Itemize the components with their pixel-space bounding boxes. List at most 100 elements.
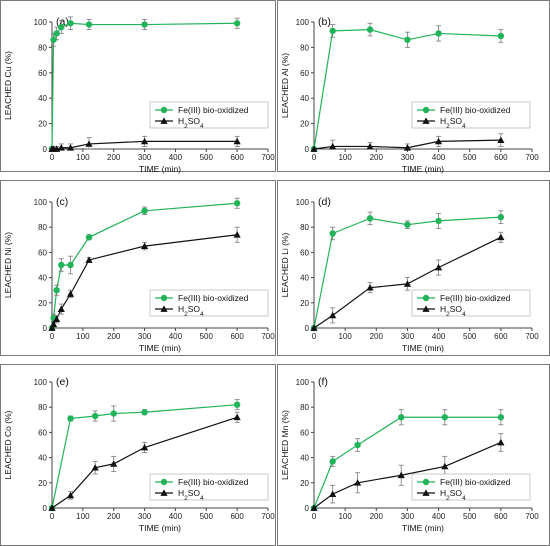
data-point xyxy=(53,30,60,37)
data-point xyxy=(140,443,149,451)
data-point xyxy=(110,410,117,417)
y-tick-label: 20 xyxy=(300,299,309,308)
x-tick-label: 0 xyxy=(50,153,55,162)
y-tick-label: 40 xyxy=(38,454,47,463)
y-tick-label: 100 xyxy=(34,18,48,27)
data-point xyxy=(435,217,442,225)
x-tick-label: 0 xyxy=(50,512,55,521)
y-tick-label: 40 xyxy=(300,454,309,463)
legend-entry-label: H2SO4 xyxy=(178,488,204,502)
x-tick-label: 500 xyxy=(200,153,214,162)
x-tick-label: 0 xyxy=(312,512,317,521)
legend-entry-label: Fe(III) bio-oxidized xyxy=(440,105,511,115)
legend-marker xyxy=(160,117,168,124)
data-point xyxy=(141,409,148,416)
data-point xyxy=(140,242,149,249)
x-tick-label: 200 xyxy=(107,512,121,521)
data-point xyxy=(233,20,241,27)
data-point xyxy=(50,36,57,43)
legend-entry-label: H2SO4 xyxy=(440,116,466,130)
y-tick-label: 100 xyxy=(34,378,48,387)
legend-marker xyxy=(160,106,168,114)
y-tick-label: 80 xyxy=(300,43,309,52)
legend-marker xyxy=(160,489,168,496)
y-axis-title: LEACHED Li (%) xyxy=(280,232,290,297)
series-fe-bio-oxidized xyxy=(48,16,241,153)
data-point xyxy=(329,458,336,465)
legend-entry-label: Fe(III) bio-oxidized xyxy=(178,105,249,115)
x-tick-label: 500 xyxy=(200,332,214,341)
y-tick-label: 60 xyxy=(38,428,47,437)
x-tick-label: 100 xyxy=(338,153,352,162)
data-point xyxy=(366,284,374,291)
legend-box xyxy=(411,101,531,129)
y-tick-label: 80 xyxy=(38,43,47,52)
legend-entry-label: H2SO4 xyxy=(440,488,466,502)
x-tick-label: 300 xyxy=(138,332,152,341)
data-point xyxy=(329,27,336,35)
series-h2so4 xyxy=(310,133,505,152)
data-point xyxy=(233,137,241,145)
data-point xyxy=(67,20,74,27)
x-tick-label: 600 xyxy=(494,153,508,162)
data-point xyxy=(67,415,74,422)
data-point xyxy=(310,145,318,152)
x-axis-title: TIME (min) xyxy=(139,164,181,174)
data-point xyxy=(497,213,505,221)
x-axis-title: TIME (min) xyxy=(402,523,444,533)
data-point xyxy=(310,504,318,511)
y-tick-label: 80 xyxy=(300,223,309,232)
data-point xyxy=(354,441,361,449)
x-tick-label: 600 xyxy=(230,153,244,162)
x-tick-label: 100 xyxy=(76,153,90,162)
series-line xyxy=(51,404,238,509)
data-point xyxy=(85,140,93,147)
x-tick-label: 700 xyxy=(261,153,275,162)
data-point xyxy=(92,412,99,420)
data-point xyxy=(141,21,148,28)
y-tick-label: 20 xyxy=(300,120,309,129)
legend-entry-label: H2SO4 xyxy=(178,304,204,318)
legend-entry-label: Fe(III) bio-oxidized xyxy=(178,293,249,303)
data-point xyxy=(354,479,362,486)
legend-marker xyxy=(160,294,168,302)
y-axis-title: LEACHED Co (%) xyxy=(3,410,13,479)
x-tick-label: 600 xyxy=(494,332,508,341)
y-tick-label: 80 xyxy=(300,403,309,412)
legend-entry-label: H2SO4 xyxy=(440,304,466,318)
panel-label: (e) xyxy=(56,376,69,388)
data-point xyxy=(310,324,318,331)
x-tick-label: 600 xyxy=(494,512,508,521)
legend-box xyxy=(149,101,269,129)
x-tick-label: 500 xyxy=(200,512,214,521)
y-tick-label: 100 xyxy=(296,378,310,387)
legend-marker xyxy=(160,305,168,312)
x-tick-label: 200 xyxy=(370,332,384,341)
panel-label: (b) xyxy=(318,16,331,28)
data-point xyxy=(141,207,148,215)
chart-panel-6: 0 100 200 300 400 500 600 700 0 20 40 60 80 100 TIME (… xyxy=(277,364,550,546)
data-point xyxy=(329,142,337,150)
data-point xyxy=(398,414,405,421)
data-point xyxy=(497,438,505,446)
legend-entry-label: Fe(III) bio-oxidized xyxy=(178,477,249,487)
y-tick-label: 60 xyxy=(38,248,47,257)
y-tick-label: 20 xyxy=(38,299,47,308)
x-tick-label: 400 xyxy=(432,512,446,521)
x-tick-label: 500 xyxy=(463,332,477,341)
series-line xyxy=(51,22,238,150)
legend-marker xyxy=(422,294,430,302)
x-tick-label: 200 xyxy=(370,153,384,162)
data-point xyxy=(58,261,65,269)
x-tick-label: 700 xyxy=(525,153,539,162)
legend-box xyxy=(149,473,269,501)
data-point xyxy=(441,414,448,421)
x-tick-label: 500 xyxy=(463,153,477,162)
data-point xyxy=(366,142,374,150)
chart-panel-4: 0 100 200 300 400 500 600 700 0 20 40 60 80 100 TIME (… xyxy=(277,180,550,356)
y-tick-label: 60 xyxy=(300,69,309,78)
